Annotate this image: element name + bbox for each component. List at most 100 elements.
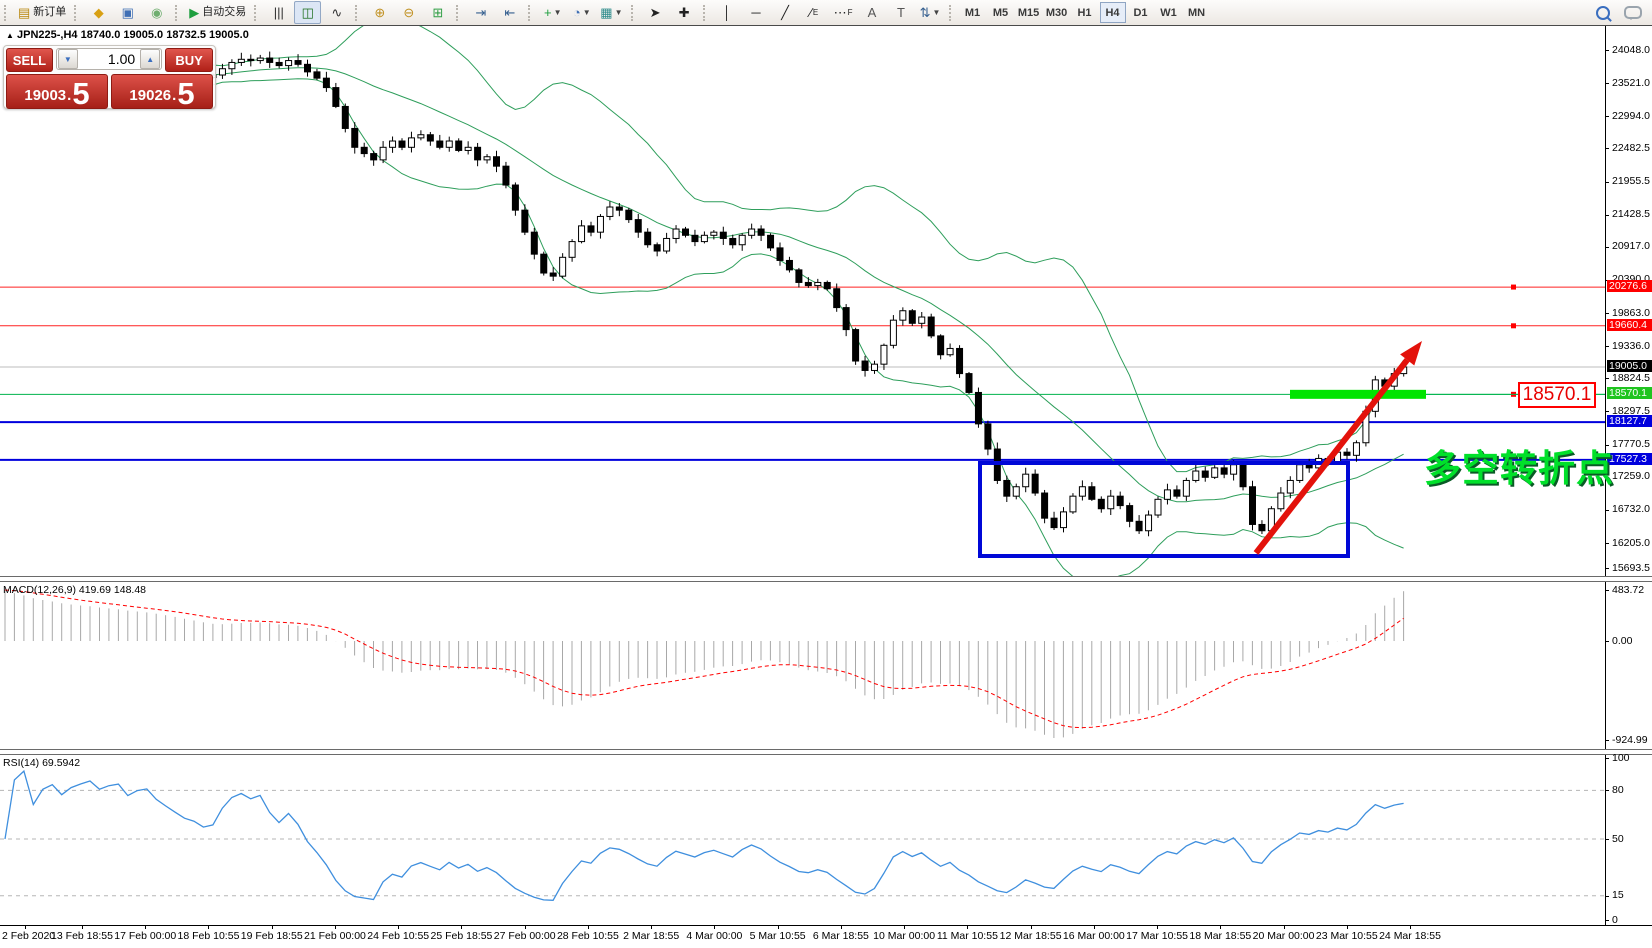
rsi-pane[interactable] [0,754,1605,925]
candle[interactable] [908,310,916,324]
lot-size-input[interactable]: 1.00 [107,51,136,67]
candle[interactable] [1041,492,1049,519]
pane-divider-macd[interactable] [0,576,1652,582]
candle[interactable] [738,234,746,246]
candle[interactable] [852,329,860,362]
candle[interactable] [918,316,926,324]
candle[interactable] [455,140,463,151]
candle[interactable] [965,373,973,393]
candle[interactable] [1097,498,1105,510]
main-chart[interactable] [0,26,1605,576]
candle[interactable] [426,134,434,142]
candle[interactable] [464,146,472,151]
candle[interactable] [729,237,737,246]
fibonacci-icon[interactable]: ⋯ F [833,5,853,20]
candle[interactable] [1163,489,1171,500]
candle[interactable] [748,228,756,236]
candle[interactable] [1192,470,1200,481]
candle[interactable] [984,423,992,450]
candle[interactable] [1286,479,1294,494]
crosshair-icon[interactable]: ✚ [671,1,698,24]
candle[interactable] [1116,495,1124,507]
line-chart-icon[interactable]: ∿ [323,1,350,24]
timeframe-mn[interactable]: MN [1187,6,1206,19]
candle[interactable] [596,215,604,233]
timeframe-m15[interactable]: M15 [1017,6,1040,19]
candle[interactable] [294,60,302,65]
periods-icon-dropdown[interactable]: ▼ [582,7,591,17]
candle[interactable] [559,256,567,277]
candle[interactable] [1230,464,1238,475]
resistance-line-2-handle[interactable] [1511,323,1516,329]
candle[interactable] [351,127,359,148]
candle[interactable] [1135,520,1143,532]
price-callout-box[interactable]: 18570.1 [1518,382,1596,408]
candle[interactable] [407,137,415,148]
navigator-icon[interactable]: ◉ [143,1,170,24]
candle[interactable] [1003,479,1011,497]
candle[interactable] [370,153,378,161]
trend-arrow-shaft[interactable] [1253,358,1410,555]
resistance-line-1-handle[interactable] [1511,284,1516,290]
candle[interactable] [1088,486,1096,500]
shapes-icon[interactable]: ⇅ ▼ [917,1,944,24]
trendline-icon[interactable]: ╱ [772,1,799,24]
candle[interactable] [1050,517,1058,529]
candle[interactable] [530,231,538,255]
templates-icon-dropdown[interactable]: ▼ [614,7,623,17]
candle[interactable] [814,281,822,287]
green-highlight-band[interactable] [1290,389,1426,399]
candle[interactable] [700,234,708,243]
candle[interactable] [313,71,321,79]
candle[interactable] [1107,495,1115,510]
candle[interactable] [417,134,425,139]
buy-price-button[interactable]: 19026 . 5 [111,74,213,109]
shapes-icon-dropdown[interactable]: ▼ [932,7,941,17]
candle[interactable] [398,140,406,148]
charts-toolbar-icon[interactable]: ◆ [85,1,112,24]
indicators-icon-dropdown[interactable]: ▼ [553,7,562,17]
horizontal-line-icon[interactable]: ─ [743,1,770,24]
cursor-icon[interactable]: ➤ [642,1,669,24]
candle[interactable] [360,146,368,155]
candle[interactable] [804,281,812,287]
candle[interactable] [823,281,831,290]
candle[interactable] [1239,464,1247,488]
candle[interactable] [974,391,982,425]
candle[interactable] [587,225,595,233]
timeframe-w1[interactable]: W1 [1160,6,1177,19]
candle[interactable] [493,156,500,167]
candle[interactable] [549,272,557,277]
candle[interactable] [1277,492,1285,510]
candle[interactable] [663,237,671,252]
candle[interactable] [1022,473,1030,488]
candle[interactable] [474,146,482,161]
zoom-out-icon[interactable]: ⊖ [395,1,422,24]
candle[interactable] [237,58,245,63]
candle[interactable] [1182,479,1190,497]
candle[interactable] [1352,442,1360,456]
new-order-button[interactable]: ▤ 新订单 [18,5,67,20]
candle[interactable] [842,307,850,331]
candle[interactable] [899,310,907,321]
candle[interactable] [304,63,311,73]
channel-icon[interactable]: ∕ E [809,5,819,20]
candle[interactable] [625,209,633,221]
candle[interactable] [1201,470,1209,478]
profiles-icon[interactable]: ▣ [114,1,141,24]
text-icon[interactable]: A [859,1,886,24]
candle[interactable] [871,363,878,371]
candle[interactable] [1220,467,1228,475]
candle[interactable] [1249,486,1256,525]
candle[interactable] [247,58,255,62]
candle[interactable] [389,140,397,148]
candle[interactable] [341,105,349,129]
timeframe-d1[interactable]: D1 [1133,6,1148,19]
candle[interactable] [266,57,274,63]
candle[interactable] [889,319,897,346]
candle[interactable] [615,206,623,211]
search-icon[interactable] [1596,5,1610,20]
candle[interactable] [1258,523,1266,532]
candle[interactable] [1126,505,1134,522]
candle[interactable] [1154,498,1162,516]
